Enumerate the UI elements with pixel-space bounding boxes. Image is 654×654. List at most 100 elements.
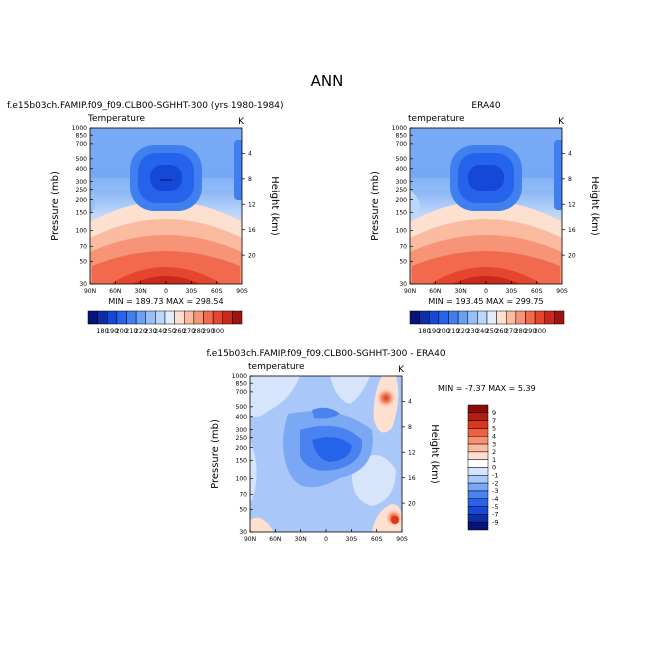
colorbar-box: [212, 310, 223, 325]
colorbar-box: [467, 420, 489, 429]
x-tick-label: 90S: [236, 288, 248, 295]
colorbar-box: [525, 310, 536, 325]
y-tick-right-label: 20: [568, 252, 576, 259]
y-tick-label: 300: [76, 179, 88, 186]
x-tick-label: 60S: [531, 288, 543, 295]
panel-era40-axes: 90N 60N 30N 0 30S 60S 90S 30 50 70 100 150 200 250300…: [392, 125, 576, 295]
colorbar-label: 260: [173, 327, 185, 335]
colorbar-box: [467, 404, 489, 414]
figure-title: ANN: [311, 72, 344, 90]
colorbar-box: [467, 490, 489, 499]
colorbar-box: [467, 451, 489, 460]
colorbar-box: [116, 310, 127, 325]
y-tick-label: 850: [236, 380, 248, 387]
panel-era40-ylabel: Pressure (mb): [370, 171, 381, 241]
y-tick-label: 50: [79, 258, 87, 265]
colorbar-label: 240: [476, 327, 488, 335]
colorbar-box: [496, 310, 507, 325]
y-tick-label: 100: [236, 476, 248, 483]
panel-era40-title: ERA40: [471, 101, 500, 111]
y-tick-label: 500: [396, 156, 408, 163]
colorbar-label: 1: [492, 456, 496, 464]
panel-difference-label-right: K: [398, 365, 405, 375]
colorbar-label: 180: [418, 327, 430, 335]
colorbar-label: 250: [486, 327, 498, 335]
colorbar-box: [174, 310, 185, 325]
x-tick-label: 60S: [371, 536, 383, 543]
colorbar-label: 230: [466, 327, 478, 335]
y-tick-right-label: 20: [408, 500, 416, 507]
y-tick-label: 200: [236, 445, 248, 452]
colorbar-box: [438, 310, 449, 325]
x-tick-label: 90N: [404, 288, 416, 295]
y-tick-label: 50: [399, 258, 407, 265]
y-tick-label: 30: [399, 281, 407, 288]
colorbar-box: [135, 310, 146, 325]
x-tick-label: 0: [324, 536, 328, 543]
panel-era40-label-right: K: [558, 117, 565, 127]
y-tick-right-label: 16: [248, 227, 256, 234]
colorbar-box: [467, 412, 489, 421]
y-tick-label: 300: [236, 427, 248, 434]
panel-model-label-right: K: [238, 117, 245, 127]
colorbar-box: [164, 310, 175, 325]
y-tick-label: 400: [76, 166, 88, 173]
x-tick-label: 30S: [346, 536, 358, 543]
x-tick-label: 30S: [186, 288, 198, 295]
y-tick-label: 150: [236, 458, 248, 465]
y-tick-right-label: 16: [568, 227, 576, 234]
colorbar-label: 190: [106, 327, 118, 335]
colorbar-label: 270: [505, 327, 517, 335]
colorbar-label: 270: [183, 327, 195, 335]
x-tick-label: 30N: [295, 536, 307, 543]
y-tick-label: 250: [236, 435, 248, 442]
y-tick-right-label: 4: [248, 151, 252, 158]
y-tick-right-label: 12: [408, 449, 416, 456]
panel-difference-axes: 90N 60N 30N 0 30S 60S 90S 30 50 70 100 150 200 250300…: [232, 373, 416, 543]
y-tick-right-label: 16: [408, 475, 416, 482]
y-tick-label: 200: [396, 197, 408, 204]
colorbar-label: 2: [492, 448, 496, 456]
colorbar-box: [467, 498, 489, 507]
y-tick-label: 250: [396, 187, 408, 194]
colorbar-label: 200: [437, 327, 449, 335]
x-tick-label: 0: [164, 288, 168, 295]
panel-difference: f.e15b03ch.FAMIP.f09_f09.CLB00-SGHHT-300…: [206, 349, 535, 543]
colorbar-box: [457, 310, 468, 325]
y-tick-label: 150: [396, 210, 408, 217]
colorbar-label: 180: [96, 327, 108, 335]
x-tick-label: 30N: [455, 288, 467, 295]
x-tick-label: 0: [484, 288, 488, 295]
x-tick-label: 30S: [506, 288, 518, 295]
colorbar-box: [87, 310, 98, 325]
panel-difference-label-left: temperature: [248, 362, 305, 372]
x-tick-label: 60N: [269, 536, 281, 543]
y-tick-right-label: 12: [568, 201, 576, 208]
colorbar-box: [107, 310, 118, 325]
y-tick-label: 70: [399, 244, 407, 251]
colorbar-label: 190: [428, 327, 440, 335]
panel-era40-label-left: temperature: [408, 114, 465, 124]
colorbar-label: 260: [495, 327, 507, 335]
x-tick-label: 30N: [135, 288, 147, 295]
colorbar-label: 240: [154, 327, 166, 335]
colorbar-box: [467, 506, 489, 515]
y-tick-label: 100: [76, 228, 88, 235]
colorbar-box: [155, 310, 166, 325]
colorbar-box: [222, 310, 233, 325]
y-tick-label: 50: [239, 506, 247, 513]
y-tick-label: 700: [236, 389, 248, 396]
panel-difference-field: [250, 376, 402, 532]
colorbar-box: [467, 459, 489, 468]
y-tick-label: 150: [76, 210, 88, 217]
colorbar-box: [467, 514, 489, 523]
colorbar-label: -2: [492, 479, 498, 487]
panel-model: f.e15b03ch.FAMIP.f09_f09.CLB00-SGHHT-300…: [7, 101, 283, 335]
colorbar-label: -7: [492, 511, 498, 519]
colorbar-label: 0: [492, 464, 496, 472]
colorbar-label: 210: [125, 327, 137, 335]
colorbar-box: [467, 428, 489, 437]
x-tick-label: 90S: [556, 288, 568, 295]
y-tick-label: 250: [76, 187, 88, 194]
